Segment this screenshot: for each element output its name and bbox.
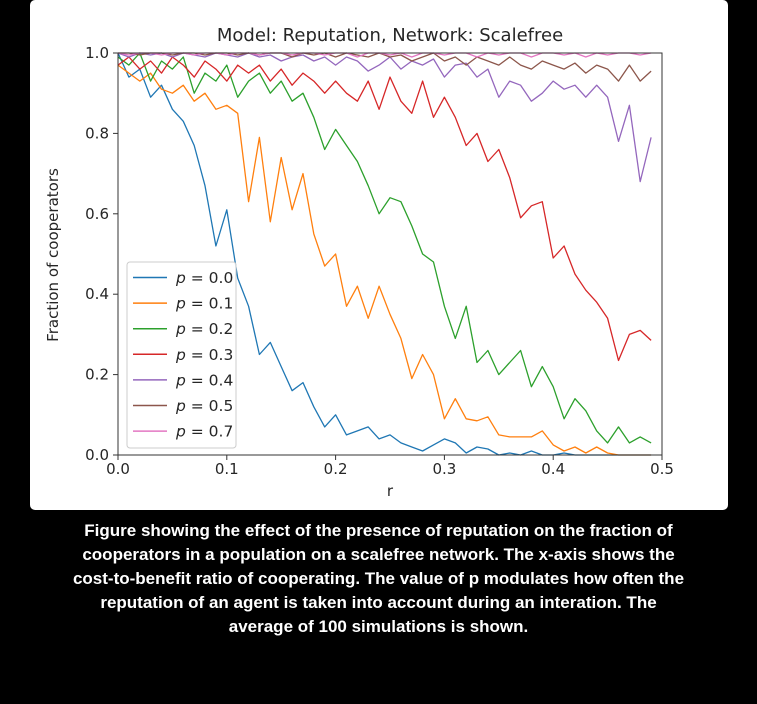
y-tick-label: 0.0 bbox=[85, 446, 109, 464]
y-tick-label: 0.8 bbox=[85, 124, 109, 142]
legend-box: p = 0.0 p = 0.1 p = 0.2 p = 0.3 p = 0.4 p = 0… bbox=[126, 261, 237, 449]
series-line-p-0-2 bbox=[117, 52, 652, 444]
legend-frame bbox=[126, 261, 237, 449]
series-line-p-0-0 bbox=[117, 52, 652, 456]
x-tick-label: 0.3 bbox=[432, 460, 456, 478]
series-line-p-0-3 bbox=[117, 56, 652, 362]
caption-line: cooperators in a population on a scalefr… bbox=[82, 545, 675, 564]
x-tick-label: 0.1 bbox=[215, 460, 239, 478]
legend-label: p = 0.0 bbox=[175, 269, 233, 287]
legend-label: p = 0.3 bbox=[175, 346, 233, 364]
figure-caption: Figure showing the effect of the presenc… bbox=[0, 519, 757, 639]
matplotlib-figure: Model: Reputation, Network: Scalefree r … bbox=[30, 0, 728, 510]
x-tick-label: 0.2 bbox=[324, 460, 348, 478]
legend-label: p = 0.7 bbox=[175, 423, 233, 441]
y-tick-label: 1.0 bbox=[85, 44, 109, 62]
chart-title: Model: Reputation, Network: Scalefree bbox=[217, 25, 563, 46]
x-axis-label: r bbox=[387, 482, 394, 500]
x-tick-label: 0.4 bbox=[541, 460, 565, 478]
y-tick-label: 0.6 bbox=[85, 205, 109, 223]
series-line-p-0-4 bbox=[117, 52, 652, 183]
series-lines bbox=[117, 52, 652, 456]
caption-line: Figure showing the effect of the presenc… bbox=[84, 521, 673, 540]
legend-label: p = 0.2 bbox=[175, 320, 233, 338]
plot-border bbox=[117, 52, 663, 456]
series-line-p-0-5 bbox=[118, 52, 652, 82]
caption-line: cost-to-benefit ratio of cooperating. Th… bbox=[72, 569, 685, 588]
y-axis-label: Fraction of cooperators bbox=[44, 168, 62, 342]
axes-ticks: 0.0 0.1 0.2 0.3 0.4 0.5 0.0 0.2 0.4 0.6 0.8 1.0 bbox=[85, 44, 674, 478]
caption-line: average of 100 simulations is shown. bbox=[228, 617, 529, 636]
x-tick-label: 0.5 bbox=[650, 460, 674, 478]
legend-label: p = 0.5 bbox=[175, 397, 233, 415]
y-tick-label: 0.2 bbox=[85, 366, 109, 384]
chart-canvas: Model: Reputation, Network: Scalefree r … bbox=[44, 25, 674, 500]
caption-line: reputation of an agent is taken into acc… bbox=[100, 593, 657, 612]
legend-label: p = 0.4 bbox=[175, 371, 233, 389]
y-tick-label: 0.4 bbox=[85, 285, 109, 303]
series-line-p-0-1 bbox=[117, 64, 652, 456]
x-tick-label: 0.0 bbox=[106, 460, 130, 478]
legend-label: p = 0.1 bbox=[175, 295, 233, 313]
